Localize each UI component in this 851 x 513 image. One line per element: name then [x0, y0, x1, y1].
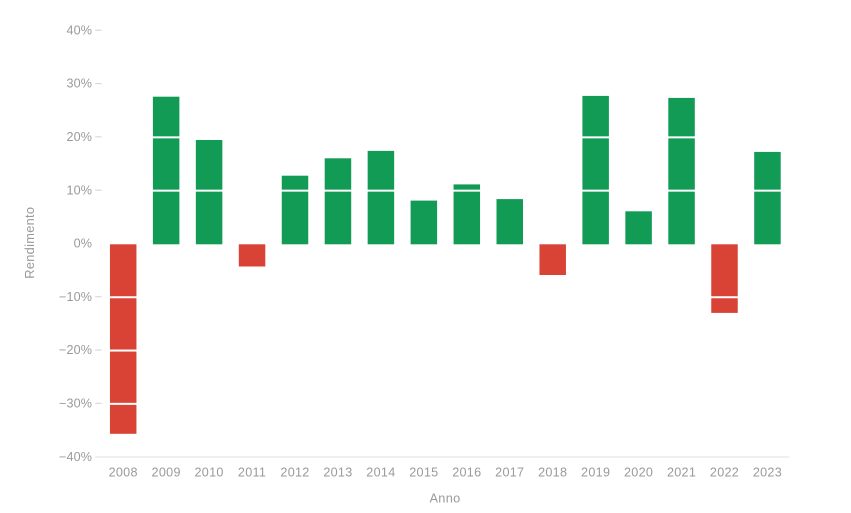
svg-text:2015: 2015 [409, 466, 438, 480]
svg-text:2013: 2013 [323, 466, 352, 480]
svg-text:2019: 2019 [581, 466, 610, 480]
svg-text:−40%: −40% [59, 450, 92, 464]
svg-text:40%: 40% [66, 23, 92, 37]
svg-text:−20%: −20% [59, 343, 92, 357]
svg-text:2012: 2012 [280, 466, 309, 480]
svg-text:2023: 2023 [753, 466, 782, 480]
svg-text:Rendimento: Rendimento [22, 207, 37, 279]
svg-text:2016: 2016 [452, 466, 481, 480]
svg-text:30%: 30% [66, 77, 92, 91]
svg-text:20%: 20% [66, 130, 92, 144]
svg-text:2014: 2014 [366, 466, 395, 480]
svg-text:Anno: Anno [429, 490, 460, 505]
svg-text:2009: 2009 [152, 466, 181, 480]
svg-text:2017: 2017 [495, 466, 524, 480]
svg-text:10%: 10% [66, 183, 92, 197]
svg-text:2008: 2008 [109, 466, 138, 480]
svg-text:2022: 2022 [710, 466, 739, 480]
svg-text:2021: 2021 [667, 466, 696, 480]
svg-text:−30%: −30% [59, 397, 92, 411]
svg-text:−10%: −10% [59, 290, 92, 304]
svg-text:2018: 2018 [538, 466, 567, 480]
svg-text:2010: 2010 [194, 466, 223, 480]
svg-text:2020: 2020 [624, 466, 653, 480]
svg-text:2011: 2011 [238, 466, 266, 480]
svg-text:0%: 0% [74, 237, 92, 251]
